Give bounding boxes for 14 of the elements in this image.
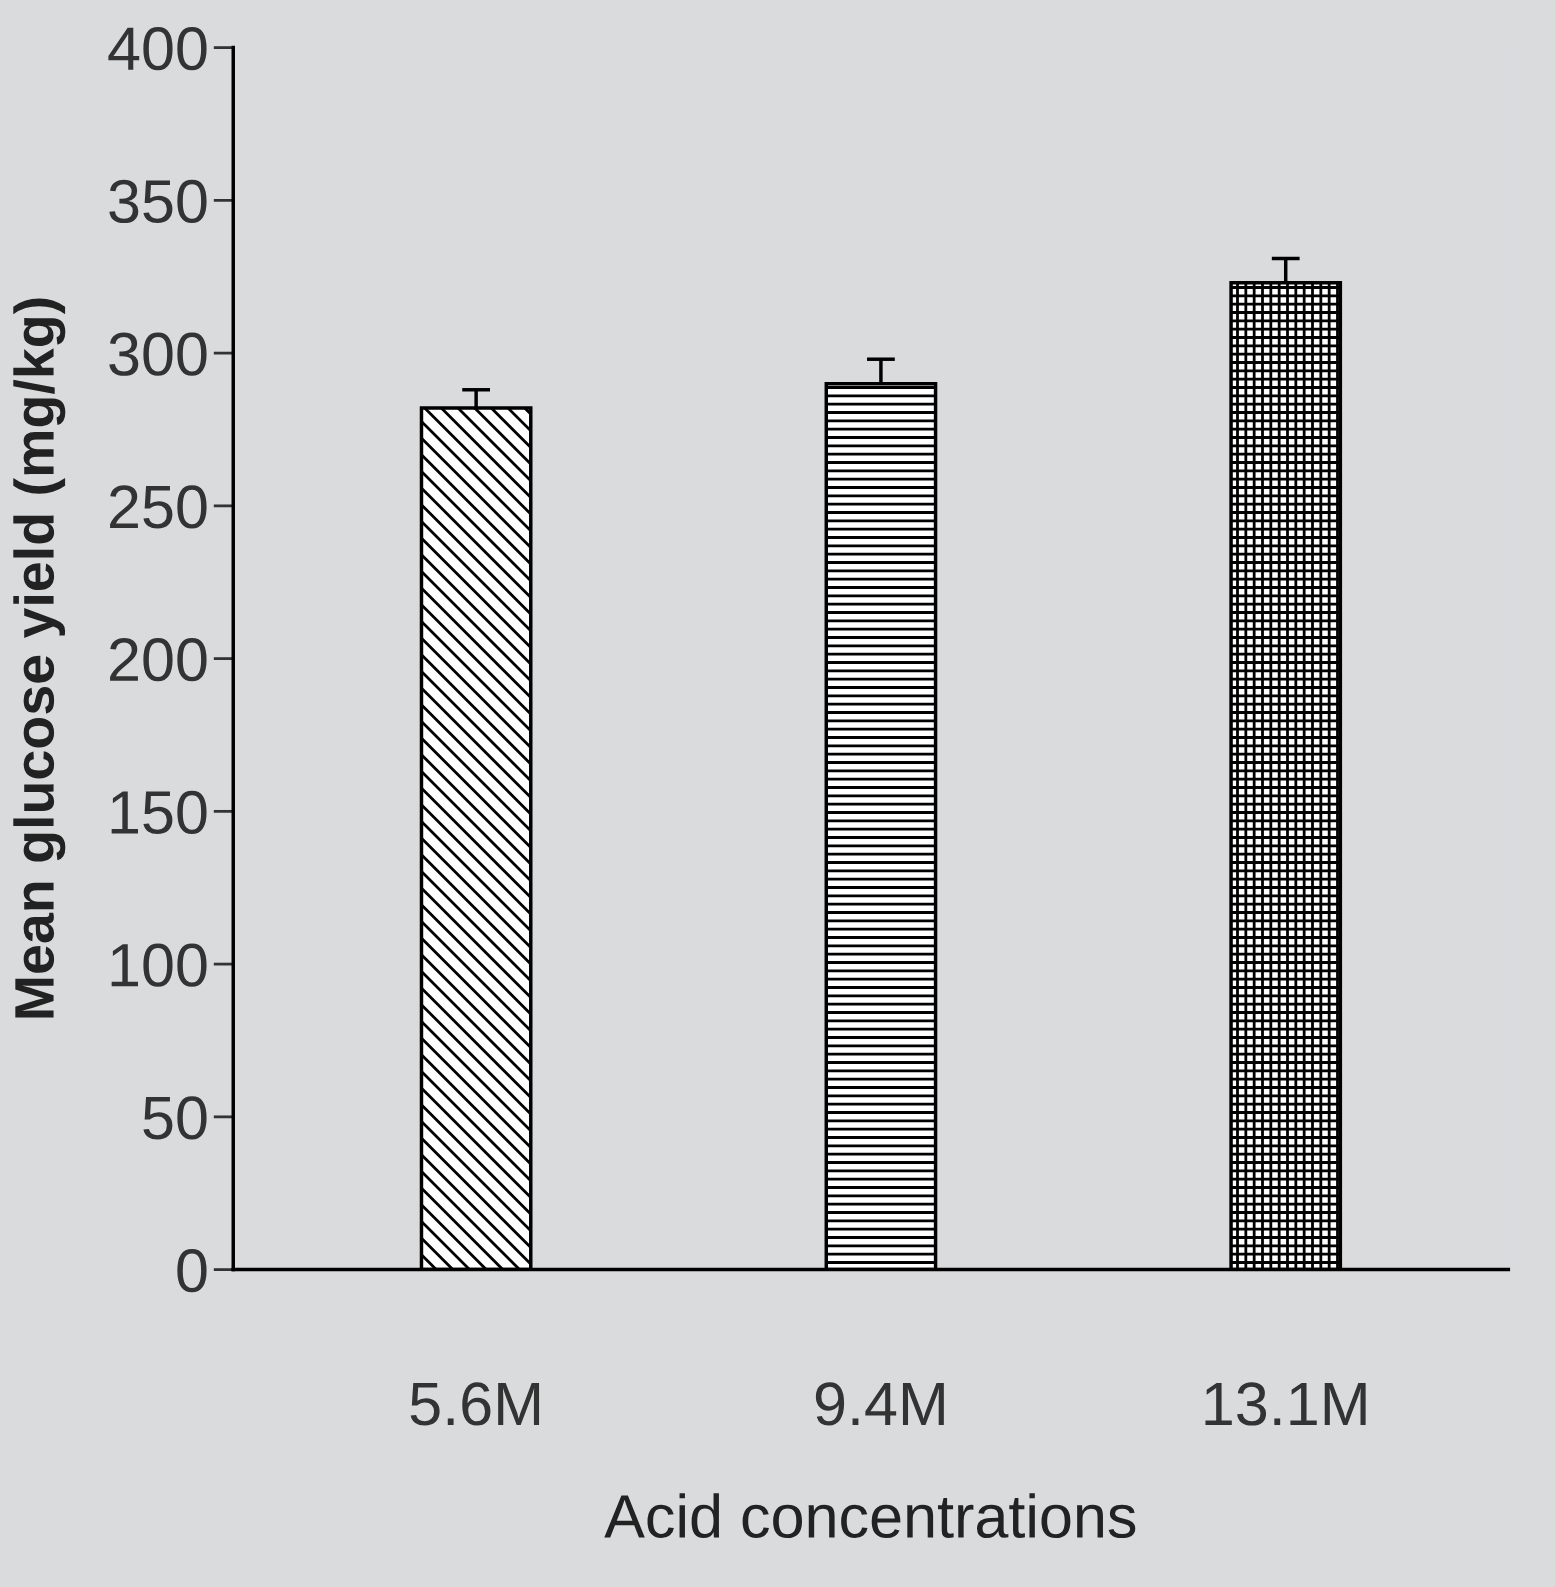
y-tick-label: 200 [110,638,207,682]
x-tick-label: 5.6M [410,1382,540,1426]
x-tick-label: 13.1M [1205,1382,1366,1426]
x-tick-label: 9.4M [815,1382,944,1426]
y-tick-label: 150 [111,790,207,835]
y-axis-title: Mean glucose yield (mg/kg) [13,298,66,1018]
y-tick-label: 250 [110,485,207,529]
y-tick-label: 300 [109,332,207,376]
y-tick-label: 350 [109,179,207,224]
x-axis-title: Acid concentrations [604,1493,1136,1539]
y-tick-label: 0 [177,1249,207,1293]
y-tick-label: 400 [108,27,207,71]
y-tick-label: 50 [143,1096,207,1140]
y-tick-label: 100 [111,943,207,987]
